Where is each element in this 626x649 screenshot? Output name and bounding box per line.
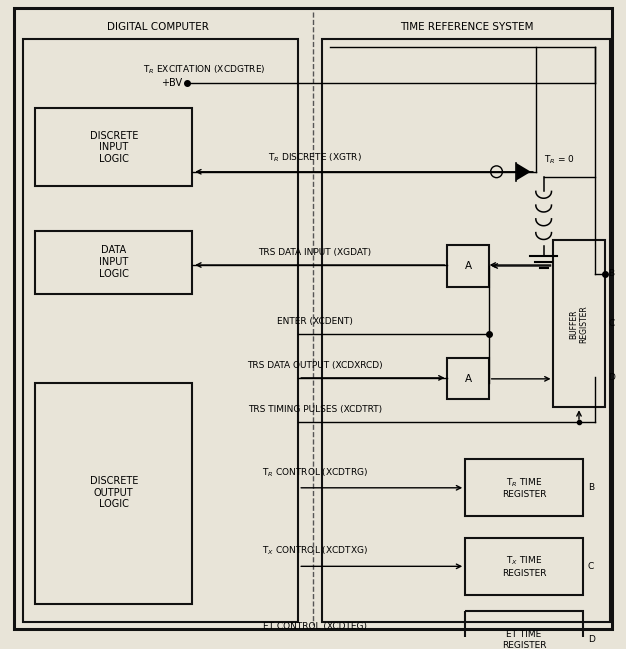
Bar: [448, 358, 489, 400]
Polygon shape: [516, 163, 531, 180]
Text: C: C: [608, 319, 615, 328]
Text: B: B: [588, 484, 594, 493]
Bar: [35, 383, 192, 604]
Text: T$_R$ = 0: T$_R$ = 0: [543, 154, 574, 166]
Text: DATA
INPUT
LOGIC: DATA INPUT LOGIC: [99, 245, 129, 278]
Text: ENTER (XCDENT): ENTER (XCDENT): [277, 317, 353, 326]
Bar: [448, 245, 489, 287]
Bar: [23, 39, 298, 622]
Bar: [465, 611, 583, 649]
Text: T$_R$ EXCITATION (XCDGTRE): T$_R$ EXCITATION (XCDGTRE): [143, 63, 265, 75]
Bar: [35, 230, 192, 295]
Bar: [322, 39, 610, 622]
Text: A: A: [464, 261, 471, 271]
Text: B: B: [608, 269, 615, 278]
Text: C: C: [588, 562, 594, 571]
Text: +BV: +BV: [162, 79, 182, 88]
Text: TRS DATA OUTPUT (XCDXRCD): TRS DATA OUTPUT (XCDXRCD): [247, 361, 382, 370]
Text: T$_R$ DISCRETE (XGTR): T$_R$ DISCRETE (XGTR): [268, 151, 362, 164]
Text: T$_R$ TIME
REGISTER: T$_R$ TIME REGISTER: [502, 476, 546, 499]
Text: T$_X$ TIME
REGISTER: T$_X$ TIME REGISTER: [502, 555, 546, 578]
Text: TRS TIMING PULSES (XCDTRT): TRS TIMING PULSES (XCDTRT): [248, 405, 382, 414]
Bar: [465, 459, 583, 516]
Bar: [465, 538, 583, 594]
Text: BUFFER
REGISTER: BUFFER REGISTER: [569, 305, 588, 343]
Text: D: D: [608, 373, 615, 382]
Text: T$_R$ CONTROL (XCDTRG): T$_R$ CONTROL (XCDTRG): [262, 467, 368, 479]
Text: TRS DATA INPUT (XGDAT): TRS DATA INPUT (XGDAT): [259, 248, 371, 257]
Text: DISCRETE
INPUT
LOGIC: DISCRETE INPUT LOGIC: [90, 130, 138, 164]
Text: A: A: [464, 374, 471, 384]
Text: ET CONTROL (XCDTEG): ET CONTROL (XCDTEG): [263, 622, 367, 631]
Text: DIGITAL COMPUTER: DIGITAL COMPUTER: [107, 23, 209, 32]
Bar: [35, 108, 192, 186]
Text: T$_X$ CONTROL (XCDTXG): T$_X$ CONTROL (XCDTXG): [262, 545, 368, 557]
Text: DISCRETE
OUTPUT
LOGIC: DISCRETE OUTPUT LOGIC: [90, 476, 138, 509]
Bar: [553, 241, 605, 408]
Text: ET TIME
REGISTER: ET TIME REGISTER: [502, 630, 546, 649]
Text: TIME REFERENCE SYSTEM: TIME REFERENCE SYSTEM: [401, 23, 534, 32]
Text: D: D: [588, 635, 595, 644]
